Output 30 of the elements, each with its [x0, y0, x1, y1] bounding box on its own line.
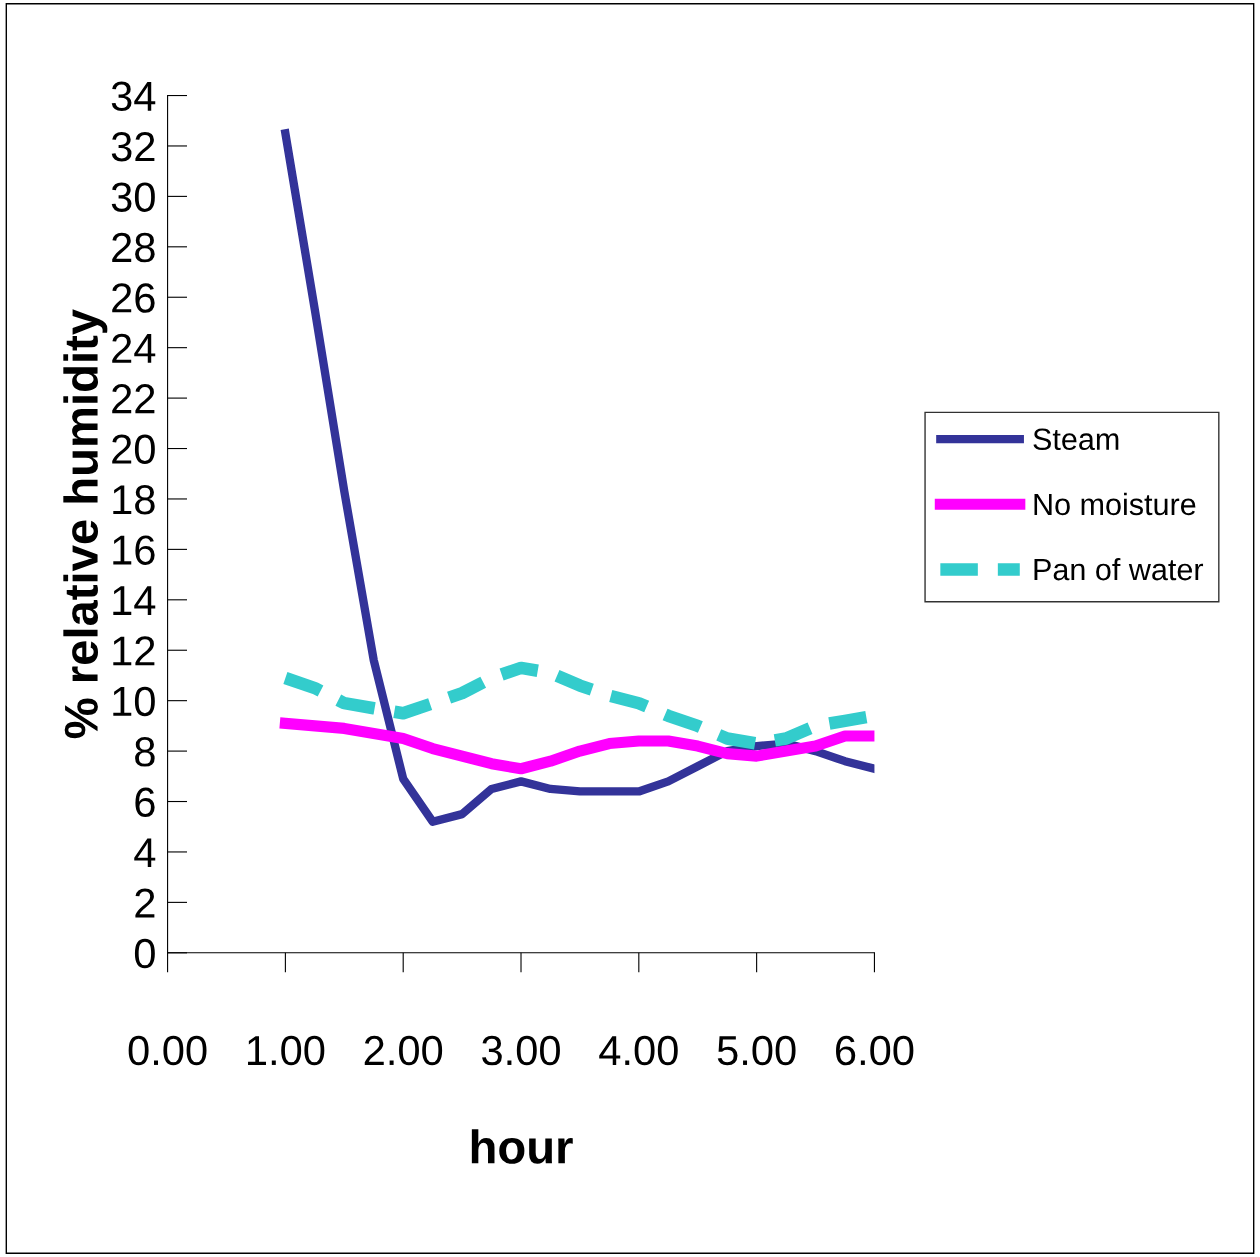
legend-label: No moisture — [1034, 492, 1196, 516]
y-tick-label: 20 — [112, 434, 155, 465]
y-tick-label: 6 — [135, 787, 155, 818]
y-tick-label: 32 — [111, 131, 155, 162]
y-tick-label: 14 — [113, 586, 156, 615]
x-tick-label: 2.00 — [364, 1035, 443, 1066]
x-tick-label: 5.00 — [717, 1035, 796, 1066]
y-tick-label: 16 — [113, 535, 155, 565]
y-tick-label: 22 — [112, 384, 155, 414]
x-tick-label: 1.00 — [248, 1035, 325, 1066]
x-tick-label: 3.00 — [482, 1035, 560, 1066]
y-tick-label: 12 — [113, 636, 155, 666]
x-tick-label: 6.00 — [836, 1035, 914, 1066]
y-tick-label: 4 — [134, 838, 156, 868]
y-tick-label: 24 — [112, 333, 156, 363]
y-tick-label: 26 — [112, 283, 155, 313]
y-tick-label: 0 — [134, 938, 155, 969]
y-tick-label: 30 — [111, 182, 155, 212]
y-tick-label: 8 — [135, 737, 155, 767]
y-tick-label: 10 — [113, 686, 155, 717]
y-tick-label: 28 — [112, 232, 155, 263]
legend-label: Steam — [1033, 428, 1119, 451]
x-tick-label: 4.00 — [599, 1035, 678, 1066]
y-tick-label: 2 — [135, 888, 155, 918]
y-axis-title: % relative humidity — [63, 309, 108, 739]
x-axis-title: hour — [471, 1129, 573, 1164]
y-tick-label: 18 — [113, 484, 155, 515]
y-tick-label: 34 — [111, 81, 156, 112]
legend-label: Pan of water — [1034, 557, 1204, 581]
x-tick-label: 0.00 — [128, 1035, 207, 1066]
